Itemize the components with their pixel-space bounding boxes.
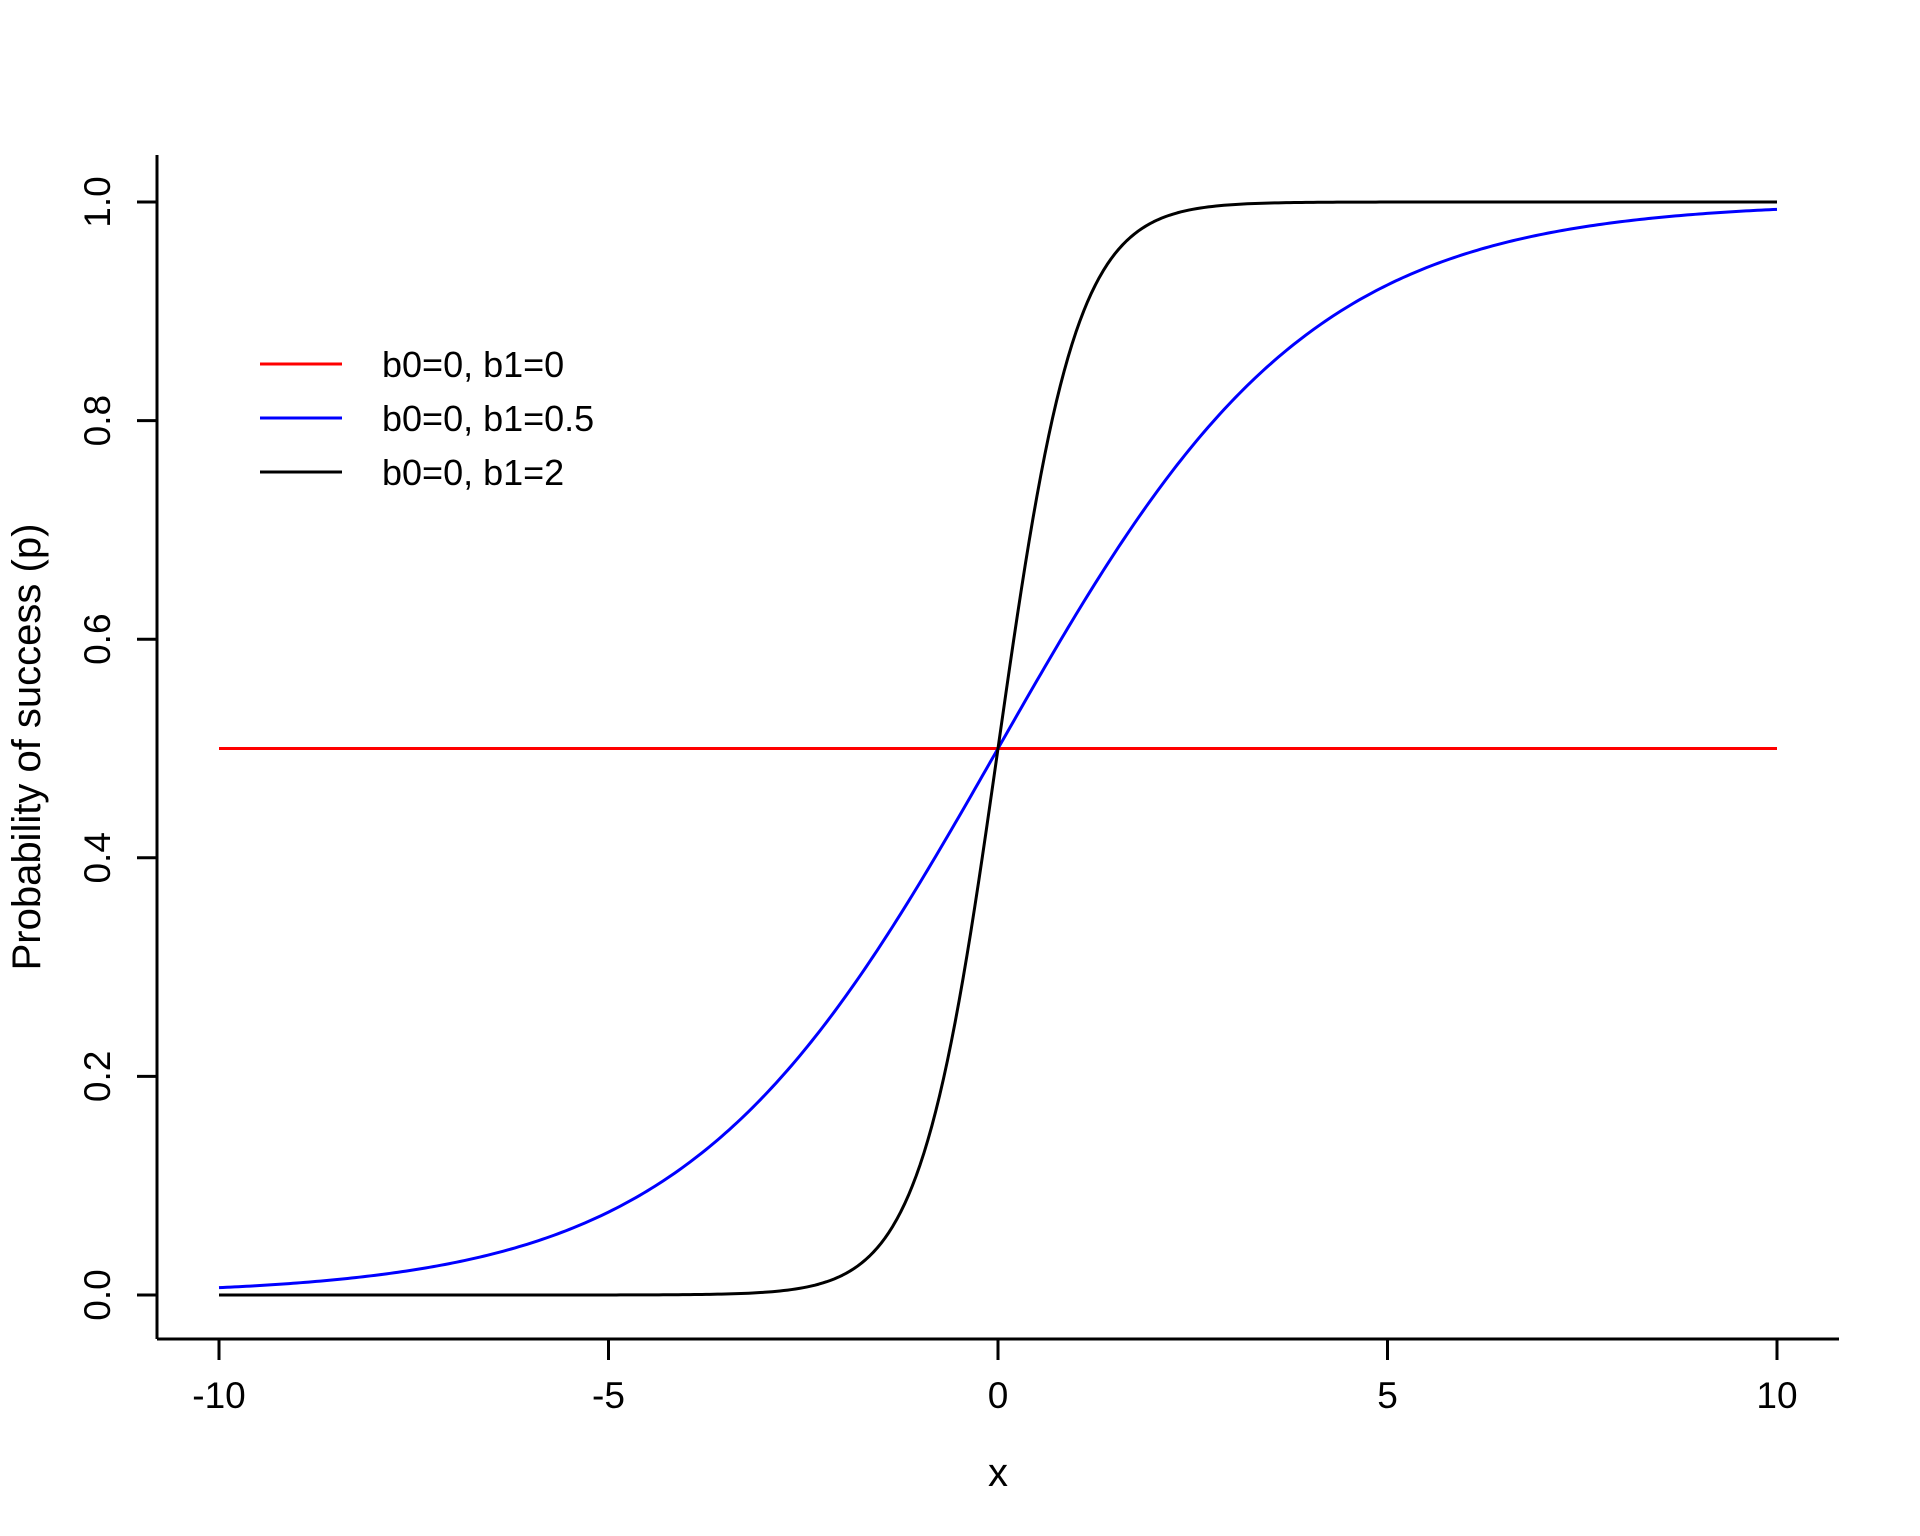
y-tick-label: 0.2: [77, 1051, 118, 1102]
y-tick-label: 1.0: [77, 176, 118, 227]
y-tick-label: 0.8: [77, 395, 118, 446]
x-tick-label: -5: [592, 1375, 625, 1416]
x-tick-label: -10: [192, 1375, 245, 1416]
x-axis-ticks: -10 -5 0 5 10: [192, 1339, 1798, 1416]
curve-black: [219, 200, 1777, 1297]
x-tick-label: 10: [1756, 1375, 1797, 1416]
y-axis-title: Probability of success (p): [5, 524, 49, 971]
data-curves: [218, 200, 1778, 1297]
legend: b0=0, b1=0 b0=0, b1=0.5 b0=0, b1=2: [260, 344, 594, 493]
y-axis-ticks: 0.0 0.2 0.4 0.6 0.8 1.0: [77, 176, 157, 1321]
y-tick-label: 0.4: [77, 832, 118, 883]
legend-label: b0=0, b1=0.5: [382, 398, 594, 439]
legend-label: b0=0, b1=2: [382, 452, 564, 493]
y-tick-label: 0.0: [77, 1269, 118, 1320]
legend-label: b0=0, b1=0: [382, 344, 564, 385]
x-axis-title: x: [988, 1451, 1008, 1495]
y-tick-label: 0.6: [77, 613, 118, 664]
x-tick-label: 5: [1377, 1375, 1398, 1416]
x-tick-label: 0: [988, 1375, 1009, 1416]
